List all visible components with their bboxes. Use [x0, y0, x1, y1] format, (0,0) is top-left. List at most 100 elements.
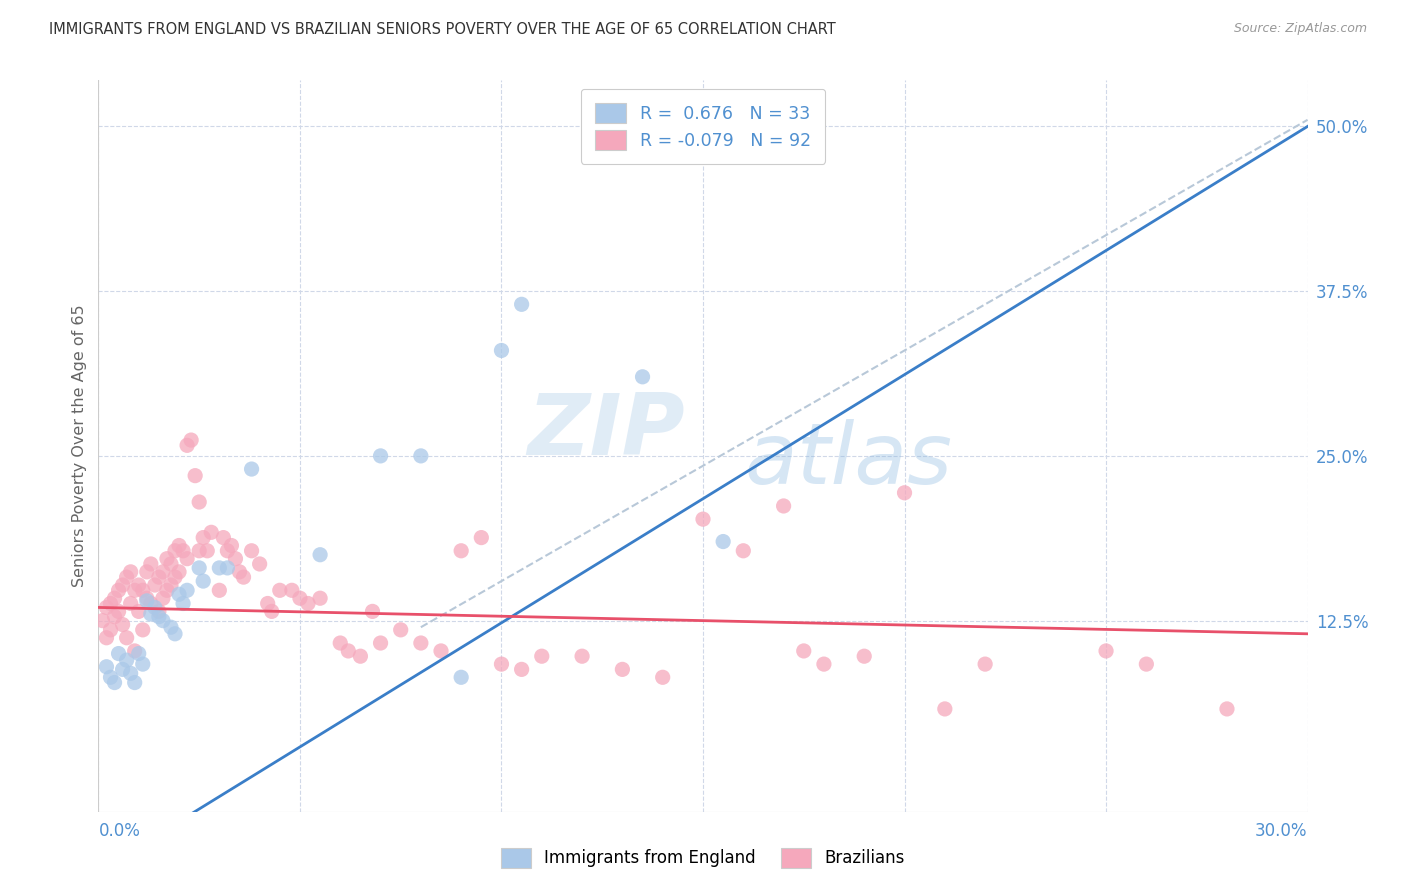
Point [148, 570, 170, 584]
Point [631, 369, 654, 384]
Point [167, 539, 190, 553]
Point [111, 617, 134, 632]
Point [793, 644, 815, 658]
Point [269, 583, 291, 598]
Legend: Immigrants from England, Brazilians: Immigrants from England, Brazilians [489, 837, 917, 880]
Point [148, 604, 170, 618]
Point [240, 543, 263, 558]
Point [124, 583, 146, 598]
Point [409, 449, 432, 463]
Point [124, 675, 146, 690]
Point [100, 597, 122, 611]
Point [510, 297, 533, 311]
Point [450, 670, 472, 684]
Point [160, 620, 183, 634]
Point [974, 657, 997, 672]
Point [470, 531, 492, 545]
Point [249, 557, 271, 571]
Point [111, 578, 134, 592]
Point [510, 662, 533, 676]
Point [450, 543, 472, 558]
Point [120, 565, 142, 579]
Point [139, 597, 162, 611]
Point [96, 659, 118, 673]
Point [120, 666, 142, 681]
Y-axis label: Seniors Poverty Over the Age of 65: Seniors Poverty Over the Age of 65 [72, 305, 87, 587]
Point [115, 570, 138, 584]
Point [160, 578, 183, 592]
Point [100, 670, 122, 684]
Point [337, 644, 360, 658]
Point [1095, 644, 1118, 658]
Point [152, 591, 174, 606]
Point [430, 644, 453, 658]
Point [180, 433, 202, 447]
Point [232, 570, 254, 584]
Point [128, 578, 150, 592]
Point [103, 591, 125, 606]
Point [221, 539, 243, 553]
Point [124, 644, 146, 658]
Point [100, 623, 122, 637]
Point [651, 670, 673, 684]
Point [152, 614, 174, 628]
Point [208, 583, 231, 598]
Point [370, 636, 392, 650]
Point [772, 499, 794, 513]
Point [309, 591, 332, 606]
Point [91, 614, 114, 628]
Point [281, 583, 304, 598]
Point [107, 583, 129, 598]
Text: 30.0%: 30.0% [1256, 822, 1308, 840]
Point [156, 551, 179, 566]
Point [135, 594, 157, 608]
Point [188, 561, 211, 575]
Point [200, 525, 222, 540]
Point [217, 543, 239, 558]
Point [853, 649, 876, 664]
Point [195, 543, 218, 558]
Point [288, 591, 311, 606]
Point [256, 597, 278, 611]
Text: 0.0%: 0.0% [98, 822, 141, 840]
Point [176, 438, 198, 452]
Point [389, 623, 412, 637]
Point [163, 627, 186, 641]
Point [349, 649, 371, 664]
Text: atlas: atlas [744, 419, 952, 502]
Point [132, 623, 155, 637]
Point [120, 597, 142, 611]
Point [143, 578, 166, 592]
Point [167, 565, 190, 579]
Point [115, 631, 138, 645]
Point [297, 597, 319, 611]
Point [813, 657, 835, 672]
Point [135, 591, 157, 606]
Point [176, 583, 198, 598]
Point [132, 583, 155, 598]
Point [934, 702, 956, 716]
Point [128, 604, 150, 618]
Point [217, 561, 239, 575]
Point [228, 565, 250, 579]
Point [139, 607, 162, 621]
Point [188, 495, 211, 509]
Point [692, 512, 714, 526]
Point [309, 548, 332, 562]
Point [893, 485, 915, 500]
Point [212, 531, 235, 545]
Point [193, 531, 215, 545]
Point [184, 468, 207, 483]
Point [143, 600, 166, 615]
Point [172, 597, 194, 611]
Point [571, 649, 593, 664]
Point [167, 587, 190, 601]
Point [135, 565, 157, 579]
Point [409, 636, 432, 650]
Point [96, 631, 118, 645]
Point [128, 647, 150, 661]
Point [193, 574, 215, 588]
Point [172, 543, 194, 558]
Text: IMMIGRANTS FROM ENGLAND VS BRAZILIAN SENIORS POVERTY OVER THE AGE OF 65 CORRELAT: IMMIGRANTS FROM ENGLAND VS BRAZILIAN SEN… [49, 22, 837, 37]
Point [361, 604, 384, 618]
